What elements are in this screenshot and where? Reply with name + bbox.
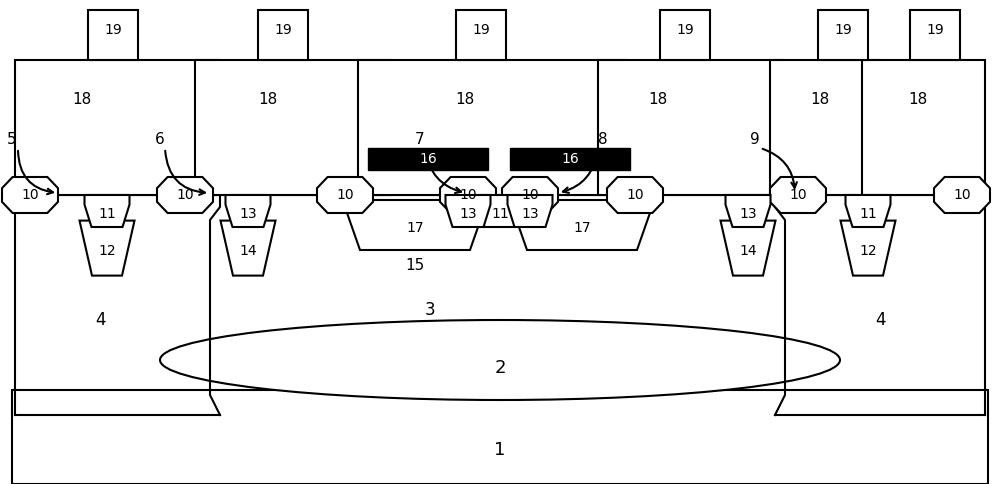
Text: 17: 17	[573, 221, 591, 235]
Polygon shape	[446, 195, 490, 227]
Text: 19: 19	[926, 23, 944, 37]
Text: 7: 7	[415, 133, 425, 148]
Text: 18: 18	[810, 92, 830, 107]
Text: 10: 10	[626, 188, 644, 202]
Bar	[862, 60, 985, 195]
Polygon shape	[440, 177, 496, 213]
Text: 3: 3	[425, 301, 435, 319]
Polygon shape	[342, 200, 488, 250]
Text: 19: 19	[472, 23, 490, 37]
Text: 9: 9	[750, 133, 760, 148]
Polygon shape	[80, 221, 134, 275]
Bar	[818, 10, 868, 60]
Text: 5: 5	[7, 133, 17, 148]
Text: 14: 14	[239, 244, 257, 258]
Text: 16: 16	[561, 152, 579, 166]
Text: 12: 12	[98, 244, 116, 258]
Bar	[15, 60, 220, 195]
Polygon shape	[84, 195, 130, 227]
Text: 10: 10	[21, 188, 39, 202]
Polygon shape	[770, 177, 826, 213]
Polygon shape	[846, 195, 891, 227]
Bar	[660, 10, 710, 60]
Text: 10: 10	[459, 188, 477, 202]
Text: 18: 18	[72, 92, 92, 107]
Text: 10: 10	[521, 188, 539, 202]
Polygon shape	[840, 221, 896, 275]
Text: 13: 13	[239, 207, 257, 221]
Text: 6: 6	[155, 133, 165, 148]
Polygon shape	[720, 221, 776, 275]
Polygon shape	[510, 200, 654, 250]
Text: 10: 10	[336, 188, 354, 202]
Text: 12: 12	[859, 244, 877, 258]
Text: 18: 18	[455, 92, 475, 107]
Text: 4: 4	[95, 311, 105, 329]
Text: 19: 19	[676, 23, 694, 37]
Text: 19: 19	[274, 23, 292, 37]
Text: 8: 8	[598, 133, 608, 148]
Bar	[770, 60, 880, 195]
Bar	[510, 148, 630, 170]
Bar	[456, 10, 506, 60]
Polygon shape	[934, 177, 990, 213]
Text: 19: 19	[104, 23, 122, 37]
Text: 13: 13	[739, 207, 757, 221]
Polygon shape	[502, 177, 558, 213]
Text: 14: 14	[739, 244, 757, 258]
Text: 11: 11	[98, 207, 116, 221]
Bar	[258, 10, 308, 60]
Bar	[910, 10, 960, 60]
Polygon shape	[607, 177, 663, 213]
Text: 4: 4	[875, 311, 885, 329]
Text: 19: 19	[834, 23, 852, 37]
Text: 11: 11	[491, 207, 509, 221]
Bar	[358, 60, 626, 195]
Bar	[88, 10, 138, 60]
Text: 18: 18	[908, 92, 928, 107]
Text: 16: 16	[419, 152, 437, 166]
Text: 18: 18	[258, 92, 278, 107]
Bar	[368, 148, 488, 170]
Text: 11: 11	[859, 207, 877, 221]
Text: 17: 17	[406, 221, 424, 235]
Polygon shape	[317, 177, 373, 213]
Polygon shape	[2, 177, 58, 213]
Text: 18: 18	[648, 92, 668, 107]
Polygon shape	[226, 195, 270, 227]
Text: 10: 10	[176, 188, 194, 202]
Polygon shape	[478, 195, 522, 227]
Text: 10: 10	[789, 188, 807, 202]
Ellipse shape	[160, 320, 840, 400]
Bar	[598, 60, 783, 195]
Text: 2: 2	[494, 359, 506, 377]
Text: 15: 15	[405, 257, 425, 272]
Text: 13: 13	[459, 207, 477, 221]
Polygon shape	[157, 177, 213, 213]
Text: 1: 1	[494, 441, 506, 459]
Bar	[12, 390, 988, 484]
Polygon shape	[220, 221, 276, 275]
Polygon shape	[508, 195, 552, 227]
Polygon shape	[726, 195, 770, 227]
Bar	[195, 60, 390, 195]
Text: 13: 13	[521, 207, 539, 221]
Text: 10: 10	[953, 188, 971, 202]
